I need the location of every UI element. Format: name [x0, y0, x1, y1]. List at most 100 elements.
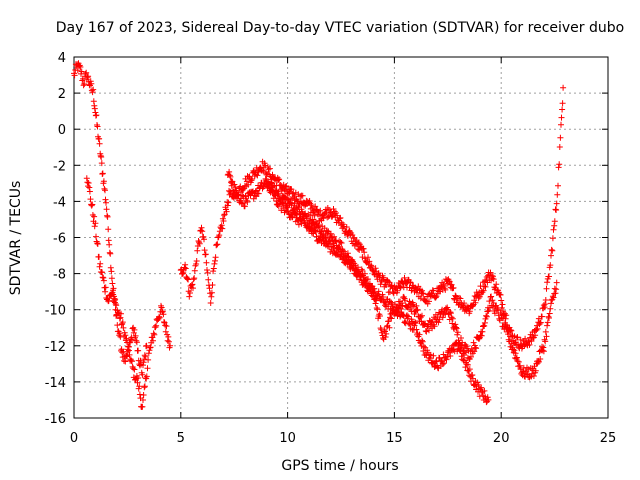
data-point	[430, 287, 437, 294]
data-point	[130, 365, 137, 372]
data-point	[312, 203, 319, 210]
data-point	[103, 199, 109, 206]
data-point	[366, 258, 373, 265]
data-point	[530, 373, 537, 379]
data-point	[476, 335, 483, 342]
data-point	[473, 345, 480, 352]
data-point	[122, 332, 129, 339]
data-point	[560, 84, 567, 91]
data-point	[493, 307, 500, 314]
data-point	[481, 387, 488, 394]
data-point	[430, 352, 437, 359]
data-point	[553, 286, 560, 293]
y-tick-label: 0	[58, 123, 66, 138]
data-point	[117, 314, 124, 321]
data-point	[202, 251, 209, 258]
data-point	[353, 267, 360, 274]
data-point	[85, 183, 91, 190]
data-point	[355, 264, 361, 271]
data-point	[201, 236, 207, 243]
data-point	[383, 330, 390, 337]
data-point	[283, 183, 290, 189]
data-point	[537, 319, 544, 326]
data-point	[99, 170, 106, 177]
data-point	[316, 236, 323, 243]
data-point	[113, 302, 120, 309]
data-point	[108, 268, 115, 275]
y-axis-label: SDTVAR / TECUs	[8, 181, 24, 296]
data-point	[91, 213, 98, 220]
data-point	[485, 307, 492, 314]
data-point	[548, 246, 555, 253]
data-point	[453, 339, 460, 346]
data-point	[228, 182, 235, 189]
data-point	[490, 276, 497, 283]
data-point	[419, 290, 426, 297]
data-point	[241, 203, 248, 210]
data-point	[182, 265, 189, 272]
data-point	[107, 264, 114, 271]
data-point	[93, 112, 100, 119]
data-point	[382, 299, 389, 306]
data-point	[221, 212, 228, 219]
data-point	[419, 338, 426, 345]
data-point	[295, 202, 302, 209]
data-point	[161, 319, 167, 325]
data-point	[186, 293, 193, 300]
x-tick-label: 20	[493, 431, 510, 446]
data-point	[374, 306, 381, 313]
data-point	[503, 324, 510, 331]
data-point	[322, 234, 329, 241]
data-point	[216, 232, 223, 239]
data-point	[147, 344, 154, 351]
data-point	[197, 227, 204, 234]
data-point	[556, 161, 563, 168]
data-point	[419, 337, 425, 344]
data-point	[181, 264, 188, 271]
data-point	[195, 238, 202, 244]
data-point	[543, 333, 550, 340]
data-point	[336, 246, 343, 253]
data-point	[224, 202, 231, 209]
data-point	[226, 168, 233, 175]
data-point	[544, 322, 551, 329]
data-point	[84, 74, 91, 81]
data-point	[525, 338, 532, 345]
data-point	[546, 273, 552, 280]
data-point	[388, 315, 395, 322]
data-point	[361, 270, 368, 277]
data-point	[271, 182, 278, 189]
data-point	[298, 206, 305, 213]
data-point	[436, 316, 443, 323]
data-point	[535, 358, 542, 365]
data-point	[390, 290, 397, 297]
data-point	[455, 342, 462, 349]
data-point	[179, 270, 186, 277]
data-point	[414, 307, 421, 314]
data-point	[555, 164, 562, 171]
data-point	[548, 252, 554, 259]
data-point	[220, 218, 227, 224]
data-point	[99, 274, 106, 281]
data-point	[211, 260, 218, 267]
data-point	[86, 184, 93, 191]
data-point	[239, 192, 246, 199]
data-point	[549, 235, 556, 242]
data-point	[331, 233, 338, 240]
data-point	[91, 105, 98, 112]
data-point	[407, 321, 414, 328]
data-point	[546, 315, 552, 321]
data-point	[422, 328, 429, 334]
data-point	[420, 290, 427, 297]
data-point	[150, 337, 156, 344]
data-point	[321, 212, 327, 218]
data-point	[98, 154, 105, 160]
data-point	[198, 224, 205, 231]
data-point	[191, 267, 198, 274]
data-point	[254, 172, 261, 179]
data-point	[499, 301, 506, 308]
data-point	[248, 177, 255, 184]
data-point	[508, 340, 515, 347]
data-point	[243, 178, 250, 185]
data-point	[122, 358, 129, 365]
